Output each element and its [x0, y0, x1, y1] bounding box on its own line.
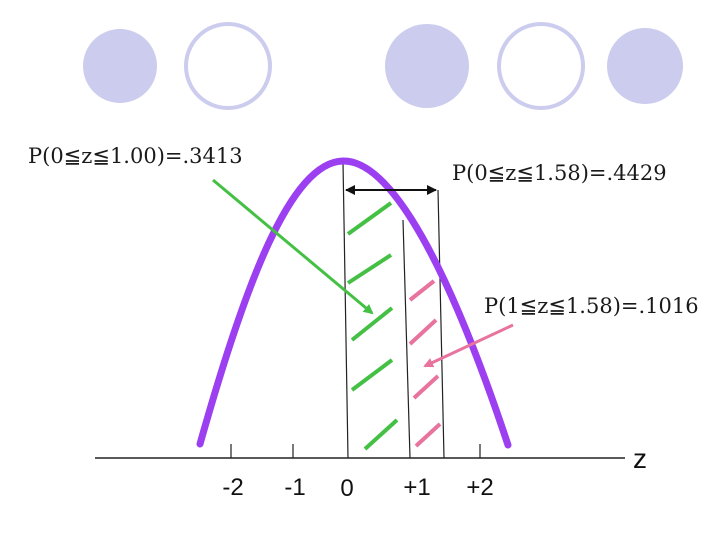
decor-circle-4 [497, 22, 585, 110]
hatch-mark-green-4 [350, 358, 394, 392]
hatch-mark-pink-2 [408, 318, 438, 346]
label-p-1-to-158: P(1≦z≦1.58)=.1016 [484, 294, 699, 318]
pointer-arrow-green [212, 178, 374, 315]
boundary-line-z1 [402, 219, 411, 459]
hatch-mark-green-5 [363, 418, 399, 451]
hatch-mark-green-1 [346, 201, 393, 236]
z-axis-name: z [633, 443, 647, 474]
label-p-0-to-1: P(0≦z≦1.00)=.3413 [28, 144, 243, 168]
hatch-mark-pink-4 [414, 422, 442, 448]
tick-label-neg1: -1 [284, 474, 305, 501]
hatch-mark-pink-3 [412, 374, 440, 400]
normal-curve [196, 157, 512, 449]
label-p-0-to-158: P(0≦z≦1.58)=.4429 [452, 161, 667, 185]
pointer-arrow-pink [423, 323, 514, 368]
tick-label-neg2: -2 [222, 474, 243, 501]
hatch-mark-green-3 [350, 306, 394, 342]
decor-circle-3 [385, 24, 469, 108]
decor-circle-1 [83, 29, 157, 103]
tick-label-pos1: +1 [403, 474, 430, 501]
decor-circles [83, 22, 683, 110]
hatch-mark-pink-1 [408, 279, 436, 302]
hatch-mark-green-2 [346, 253, 393, 285]
boundary-line-z0 [342, 161, 349, 459]
z-axis-ticks [230, 444, 481, 458]
decor-circle-2 [184, 22, 272, 110]
hatch-region-1-to-158 [408, 279, 442, 448]
tick-label-pos2: +2 [466, 474, 493, 501]
hatch-region-0-to-1 [346, 201, 399, 451]
decor-circle-5 [607, 28, 683, 104]
tick-label-0: 0 [340, 475, 353, 502]
boundary-line-z158 [437, 189, 445, 459]
